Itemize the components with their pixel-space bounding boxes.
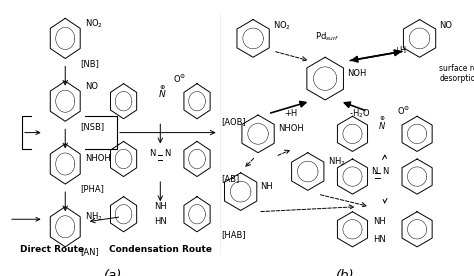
- Text: -H$_2$O: -H$_2$O: [349, 108, 371, 120]
- Text: NHOH: NHOH: [278, 124, 304, 133]
- Text: surface reaction
desorption: surface reaction desorption: [439, 64, 474, 83]
- Text: Direct Route: Direct Route: [20, 245, 84, 254]
- Text: O$^{\ominus}$: O$^{\ominus}$: [173, 73, 186, 84]
- Text: [HAB]: [HAB]: [221, 230, 246, 239]
- Text: $\overset{\oplus}{N}$: $\overset{\oplus}{N}$: [378, 115, 386, 132]
- Text: [PHA]: [PHA]: [81, 185, 104, 194]
- Text: [NSB]: [NSB]: [81, 122, 104, 131]
- Text: [NB]: [NB]: [81, 59, 99, 68]
- Text: O$^{\ominus}$: O$^{\ominus}$: [397, 105, 410, 117]
- Text: HN: HN: [374, 235, 386, 244]
- Text: Pd$_{surf}$: Pd$_{surf}$: [315, 31, 340, 43]
- Text: (b): (b): [336, 269, 355, 276]
- Text: [AN]: [AN]: [81, 247, 99, 256]
- Text: N: N: [164, 149, 171, 158]
- Text: HN: HN: [154, 217, 167, 226]
- Text: NOH: NOH: [347, 69, 367, 78]
- Text: NH$_2$: NH$_2$: [328, 155, 345, 168]
- Text: Condensation Route: Condensation Route: [109, 245, 212, 254]
- Text: [AOB]: [AOB]: [221, 117, 246, 126]
- Text: N: N: [383, 167, 389, 176]
- Text: [AB]: [AB]: [221, 174, 239, 184]
- Text: NO$_2$: NO$_2$: [85, 17, 103, 30]
- Text: NO: NO: [85, 82, 98, 91]
- Text: NHOH: NHOH: [85, 155, 110, 163]
- Text: NH: NH: [154, 202, 167, 211]
- Text: (a): (a): [104, 269, 122, 276]
- Text: N: N: [371, 167, 377, 176]
- Text: NH: NH: [261, 182, 273, 191]
- Text: +H: +H: [393, 46, 406, 55]
- Text: +H: +H: [284, 109, 297, 118]
- Text: NO: NO: [439, 21, 453, 30]
- Text: $\overset{\oplus}{N}$: $\overset{\oplus}{N}$: [158, 83, 167, 100]
- Text: NH$_2$: NH$_2$: [85, 211, 102, 223]
- Text: NO$_2$: NO$_2$: [273, 20, 291, 32]
- Text: NH: NH: [374, 217, 386, 226]
- Text: N: N: [150, 149, 156, 158]
